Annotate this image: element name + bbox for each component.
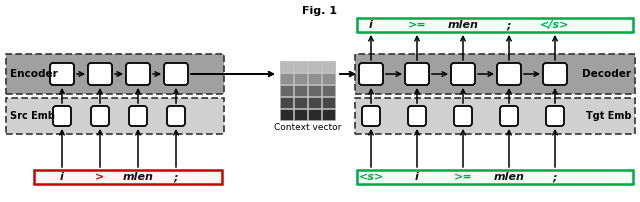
FancyBboxPatch shape xyxy=(129,106,147,126)
Text: Tgt Emb: Tgt Emb xyxy=(586,111,631,121)
Bar xyxy=(6,54,224,94)
FancyBboxPatch shape xyxy=(362,106,380,126)
FancyBboxPatch shape xyxy=(543,63,567,85)
Text: Src Emb: Src Emb xyxy=(10,111,55,121)
Bar xyxy=(294,97,307,108)
Text: >: > xyxy=(95,172,105,182)
Text: mlen: mlen xyxy=(123,172,154,182)
Bar xyxy=(294,73,307,84)
Bar xyxy=(34,170,222,184)
FancyBboxPatch shape xyxy=(408,106,426,126)
Text: >=: >= xyxy=(408,20,426,30)
Bar xyxy=(280,73,293,84)
FancyBboxPatch shape xyxy=(164,63,188,85)
Text: mlen: mlen xyxy=(447,20,479,30)
FancyBboxPatch shape xyxy=(359,63,383,85)
Bar xyxy=(322,61,335,72)
FancyBboxPatch shape xyxy=(546,106,564,126)
Text: >=: >= xyxy=(454,172,472,182)
Bar xyxy=(322,73,335,84)
FancyBboxPatch shape xyxy=(50,63,74,85)
Bar xyxy=(280,61,293,72)
Text: Fig. 1: Fig. 1 xyxy=(303,6,337,16)
Bar xyxy=(322,97,335,108)
FancyBboxPatch shape xyxy=(126,63,150,85)
FancyBboxPatch shape xyxy=(500,106,518,126)
Text: mlen: mlen xyxy=(493,172,524,182)
Text: Context vector: Context vector xyxy=(274,123,341,133)
Bar xyxy=(308,85,321,96)
Text: Encoder: Encoder xyxy=(10,69,58,79)
Bar xyxy=(280,85,293,96)
Bar xyxy=(355,98,635,134)
Bar xyxy=(308,61,321,72)
FancyBboxPatch shape xyxy=(88,63,112,85)
Bar xyxy=(357,170,633,184)
Bar xyxy=(280,97,293,108)
Bar xyxy=(355,54,635,94)
Bar xyxy=(294,85,307,96)
Bar xyxy=(322,109,335,120)
Text: <s>: <s> xyxy=(358,172,384,182)
FancyBboxPatch shape xyxy=(405,63,429,85)
Text: i: i xyxy=(415,172,419,182)
Bar xyxy=(308,73,321,84)
FancyBboxPatch shape xyxy=(451,63,475,85)
FancyBboxPatch shape xyxy=(454,106,472,126)
Bar xyxy=(308,109,321,120)
Bar xyxy=(357,18,633,32)
Bar xyxy=(308,97,321,108)
FancyBboxPatch shape xyxy=(91,106,109,126)
Text: </s>: </s> xyxy=(540,20,570,30)
Text: ;: ; xyxy=(553,172,557,182)
Bar xyxy=(322,85,335,96)
FancyBboxPatch shape xyxy=(167,106,185,126)
Bar xyxy=(294,109,307,120)
FancyBboxPatch shape xyxy=(497,63,521,85)
Text: i: i xyxy=(60,172,64,182)
Bar xyxy=(6,98,224,134)
Text: ;: ; xyxy=(173,172,179,182)
Text: ;: ; xyxy=(507,20,511,30)
Text: i: i xyxy=(369,20,373,30)
Bar xyxy=(294,61,307,72)
Text: Decoder: Decoder xyxy=(582,69,631,79)
Bar xyxy=(280,109,293,120)
FancyBboxPatch shape xyxy=(53,106,71,126)
